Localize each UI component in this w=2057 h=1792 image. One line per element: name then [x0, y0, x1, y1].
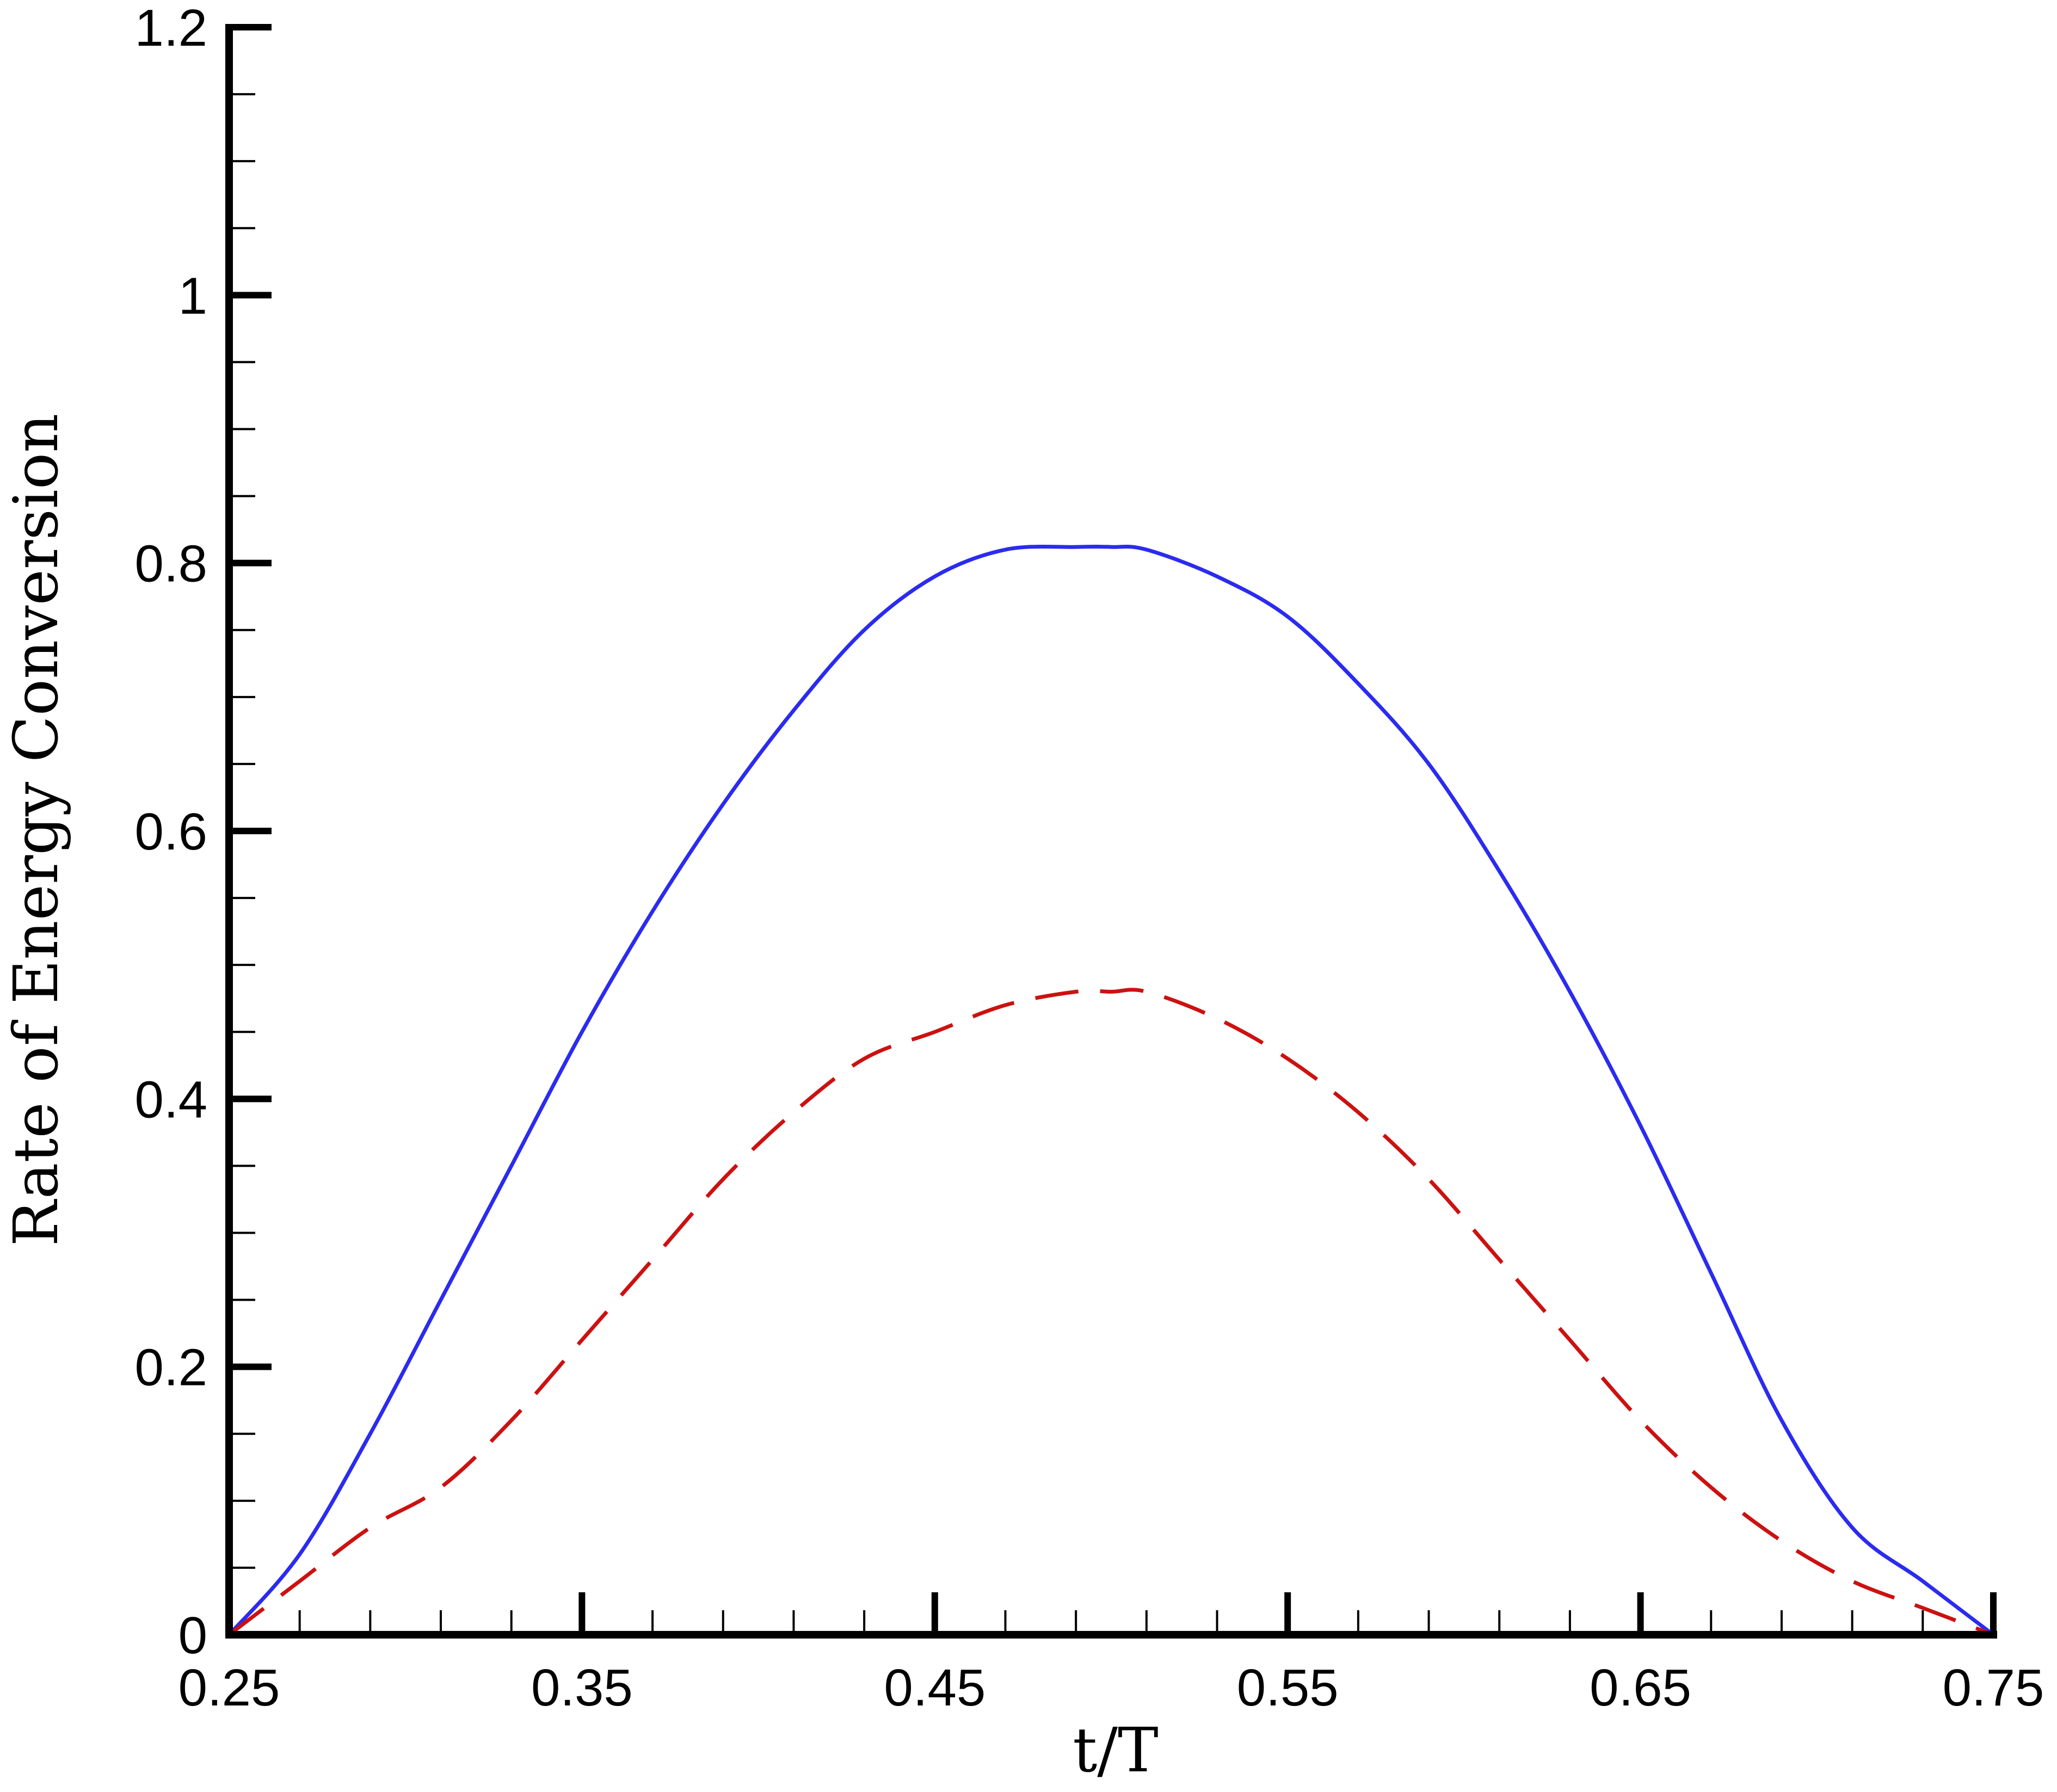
y-tick-label: 1: [178, 267, 207, 325]
y-tick-labels: 0 0.2 0.4 0.6 0.8 1 1.2: [135, 0, 207, 1665]
x-tick-label: 0.45: [884, 1659, 986, 1717]
axes-layer: [225, 24, 1997, 1639]
y-tick-label: 0.2: [135, 1339, 207, 1397]
y-tick-label: 0.6: [135, 803, 207, 861]
y-axis-title: Rate of Energy Conversion: [1, 414, 72, 1247]
x-tick-labels: 0.25 0.35 0.45 0.55 0.65 0.75: [178, 1659, 2044, 1717]
x-tick-label: 0.35: [531, 1659, 633, 1717]
series-solid-line: [227, 545, 1995, 1636]
series-dashed-line: [227, 988, 1994, 1637]
x-tick-label: 0.25: [178, 1659, 280, 1717]
x-tick-label: 0.55: [1237, 1659, 1339, 1717]
x-axis-title: t/T: [1073, 1715, 1158, 1786]
y-tick-label: 0.4: [135, 1070, 207, 1129]
minor-ticks: [229, 93, 1924, 1635]
y-tick-label: 0.8: [135, 535, 207, 593]
y-tick-label: 1.2: [135, 0, 207, 57]
y-tick-label: 0: [178, 1606, 207, 1665]
x-tick-label: 0.65: [1590, 1659, 1691, 1717]
series-layer: [227, 545, 1995, 1637]
x-tick-label: 0.75: [1943, 1659, 2044, 1717]
major-ticks: [226, 24, 1997, 1638]
